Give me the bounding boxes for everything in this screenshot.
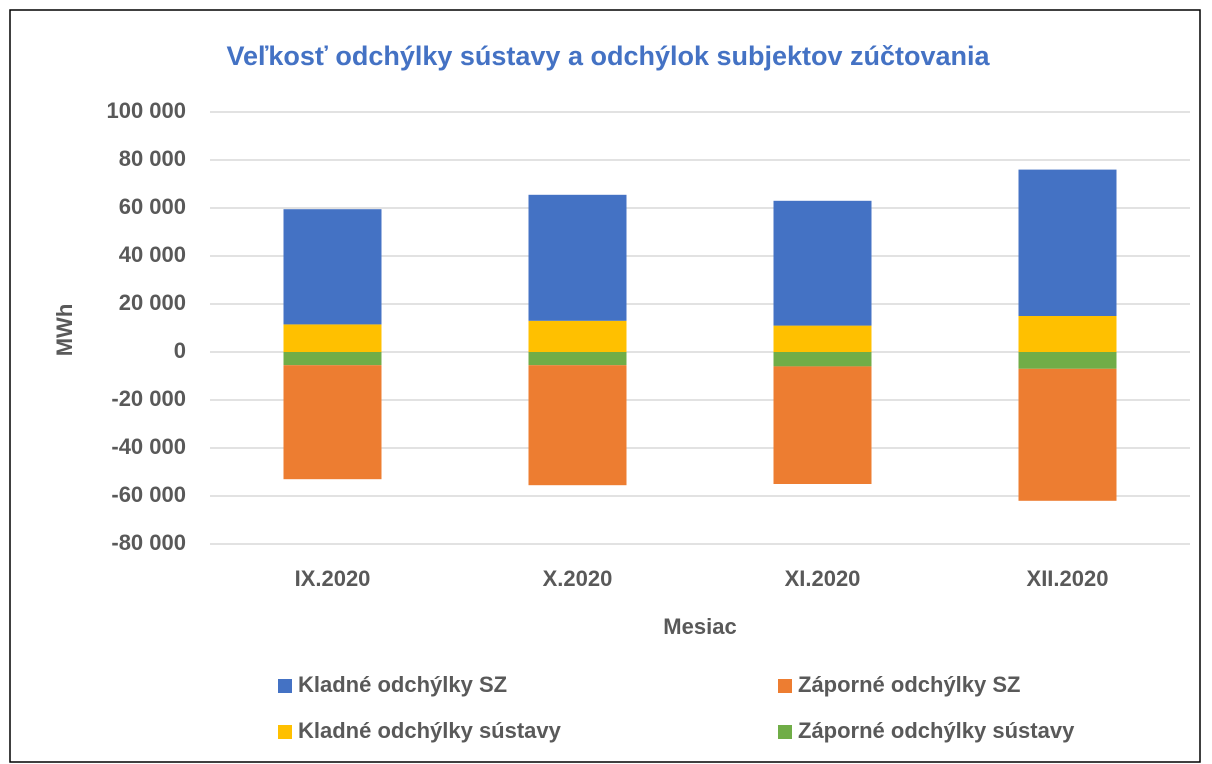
- legend-label: Záporné odchýlky SZ: [798, 672, 1021, 697]
- bar-segment: [1018, 169, 1117, 316]
- y-tick-label: 0: [174, 338, 186, 363]
- bar-segment: [283, 324, 382, 352]
- bar-segment: [1018, 368, 1117, 501]
- bar-segment: [528, 320, 627, 352]
- bar-segment: [283, 209, 382, 325]
- y-tick-label: 20 000: [119, 290, 186, 315]
- legend-swatch: [278, 679, 292, 693]
- bar-segment: [528, 365, 627, 486]
- chart-title: Veľkosť odchýlky sústavy a odchýlok subj…: [226, 41, 990, 71]
- bar-segment: [773, 352, 872, 367]
- x-tick-label: XI.2020: [785, 566, 861, 591]
- legend-label: Záporné odchýlky sústavy: [798, 718, 1075, 743]
- y-tick-label: 80 000: [119, 146, 186, 171]
- legend-swatch: [278, 725, 292, 739]
- legend-swatch: [778, 725, 792, 739]
- x-tick-label: IX.2020: [295, 566, 371, 591]
- bar-segment: [1018, 316, 1117, 352]
- x-tick-label: XII.2020: [1027, 566, 1109, 591]
- bar-segment: [528, 194, 627, 321]
- legend-label: Kladné odchýlky SZ: [298, 672, 507, 697]
- bar-segment: [283, 365, 382, 480]
- bar-segment: [773, 366, 872, 484]
- y-tick-label: 60 000: [119, 194, 186, 219]
- bar-segment: [528, 352, 627, 366]
- x-tick-label: X.2020: [543, 566, 613, 591]
- legend-swatch: [778, 679, 792, 693]
- y-tick-label: -80 000: [111, 530, 186, 555]
- y-tick-label: 100 000: [106, 98, 186, 123]
- y-tick-label: -60 000: [111, 482, 186, 507]
- bar-segment: [773, 200, 872, 326]
- y-axis-label: MWh: [52, 304, 77, 357]
- x-axis-label: Mesiac: [663, 614, 736, 639]
- y-tick-label: -40 000: [111, 434, 186, 459]
- legend-label: Kladné odchýlky sústavy: [298, 718, 562, 743]
- y-tick-label: 40 000: [119, 242, 186, 267]
- bar-segment: [283, 352, 382, 366]
- bar-segment: [1018, 352, 1117, 369]
- bar-segment: [773, 325, 872, 352]
- y-tick-label: -20 000: [111, 386, 186, 411]
